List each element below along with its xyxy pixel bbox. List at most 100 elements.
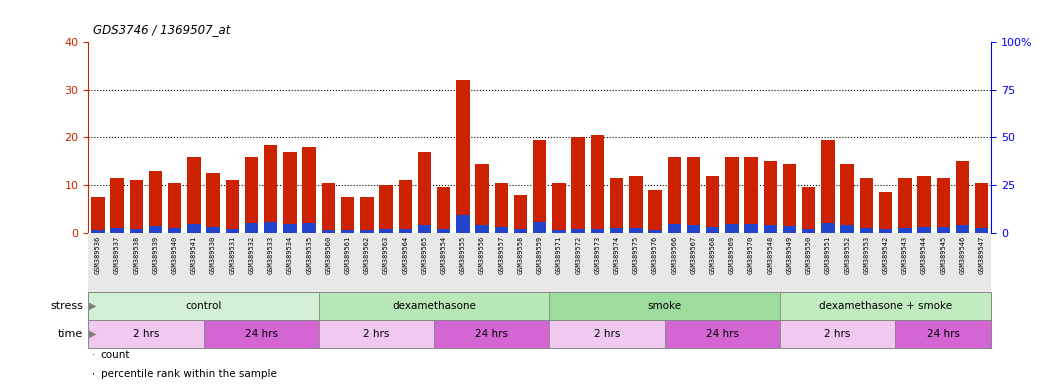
Bar [591, 135, 604, 233]
Bar [895, 320, 991, 348]
Bar [379, 229, 392, 233]
Text: GSM389559: GSM389559 [537, 236, 543, 274]
Bar [319, 292, 549, 320]
Bar [456, 215, 469, 233]
Bar [975, 183, 988, 233]
Bar [91, 230, 105, 233]
Text: GSM389536: GSM389536 [94, 236, 101, 274]
Bar [514, 195, 527, 233]
Bar [130, 180, 143, 233]
Bar [475, 225, 489, 233]
Bar [399, 180, 412, 233]
Bar [437, 229, 450, 233]
Bar [534, 140, 546, 233]
Bar [664, 320, 780, 348]
Bar [936, 178, 950, 233]
Bar [975, 228, 988, 233]
Text: GSM389549: GSM389549 [787, 236, 793, 274]
Bar [340, 230, 354, 233]
Text: stress: stress [50, 301, 83, 311]
Bar [494, 183, 508, 233]
Bar [130, 229, 143, 233]
Text: GSM389531: GSM389531 [229, 236, 236, 274]
Text: GSM389565: GSM389565 [421, 236, 428, 274]
Bar [802, 229, 816, 233]
Bar [649, 230, 662, 233]
Bar [148, 226, 162, 233]
Bar [667, 224, 681, 233]
Text: GSM389543: GSM389543 [902, 236, 908, 274]
Bar [687, 225, 701, 233]
Bar [802, 187, 816, 233]
Bar [706, 227, 719, 233]
Bar [360, 197, 374, 233]
Bar [744, 157, 758, 233]
Text: dexamethasone + smoke: dexamethasone + smoke [819, 301, 952, 311]
Text: GSM389567: GSM389567 [690, 236, 696, 274]
Text: GSM389564: GSM389564 [403, 236, 408, 274]
Bar [319, 320, 434, 348]
Bar [456, 80, 469, 233]
Bar [110, 228, 124, 233]
Text: count: count [101, 350, 130, 360]
Bar [629, 228, 643, 233]
Text: 24 hrs: 24 hrs [245, 329, 277, 339]
Bar [207, 173, 220, 233]
Bar [841, 164, 854, 233]
Text: time: time [58, 329, 83, 339]
Bar [821, 140, 835, 233]
Text: 24 hrs: 24 hrs [706, 329, 739, 339]
Bar [88, 320, 203, 348]
Bar [302, 223, 316, 233]
Text: GSM389573: GSM389573 [595, 236, 600, 274]
Text: GSM389576: GSM389576 [652, 236, 658, 274]
Bar [783, 164, 796, 233]
Bar [322, 183, 335, 233]
Bar [821, 223, 835, 233]
Bar [841, 225, 854, 233]
Text: GSM389534: GSM389534 [286, 236, 293, 274]
Bar [245, 223, 258, 233]
Text: GSM389532: GSM389532 [248, 236, 254, 274]
Bar [706, 175, 719, 233]
Bar [552, 230, 566, 233]
Bar [572, 137, 584, 233]
Text: GSM389546: GSM389546 [959, 236, 965, 274]
Bar [264, 222, 277, 233]
Text: GSM389554: GSM389554 [441, 236, 446, 274]
Bar [207, 227, 220, 233]
Text: GSM389555: GSM389555 [460, 236, 466, 274]
Text: GSM389570: GSM389570 [748, 236, 755, 274]
Text: GSM389553: GSM389553 [864, 236, 870, 274]
Text: GSM389545: GSM389545 [940, 236, 947, 274]
Text: percentile rank within the sample: percentile rank within the sample [101, 369, 277, 379]
Bar [399, 229, 412, 233]
Bar [302, 147, 316, 233]
Text: GSM389548: GSM389548 [767, 236, 773, 274]
Bar [203, 320, 319, 348]
Bar [360, 230, 374, 233]
Bar [687, 157, 701, 233]
Bar [780, 320, 895, 348]
Bar [879, 229, 893, 233]
Text: GSM389575: GSM389575 [633, 236, 638, 274]
Text: GSM389574: GSM389574 [613, 236, 620, 274]
Text: GSM389544: GSM389544 [921, 236, 927, 274]
Bar [956, 225, 969, 233]
Bar [918, 175, 931, 233]
Bar [283, 224, 297, 233]
Bar [148, 171, 162, 233]
Text: GSM389561: GSM389561 [345, 236, 351, 274]
Text: 24 hrs: 24 hrs [475, 329, 509, 339]
Text: ▶: ▶ [89, 329, 97, 339]
Bar [187, 157, 200, 233]
Text: 2 hrs: 2 hrs [133, 329, 159, 339]
Text: 2 hrs: 2 hrs [594, 329, 620, 339]
Bar [88, 292, 319, 320]
Text: GSM389530: GSM389530 [210, 236, 216, 274]
Bar [245, 157, 258, 233]
Bar [434, 320, 549, 348]
Text: GSM389552: GSM389552 [844, 236, 850, 274]
Bar [572, 229, 584, 233]
Text: GSM389560: GSM389560 [325, 236, 331, 274]
